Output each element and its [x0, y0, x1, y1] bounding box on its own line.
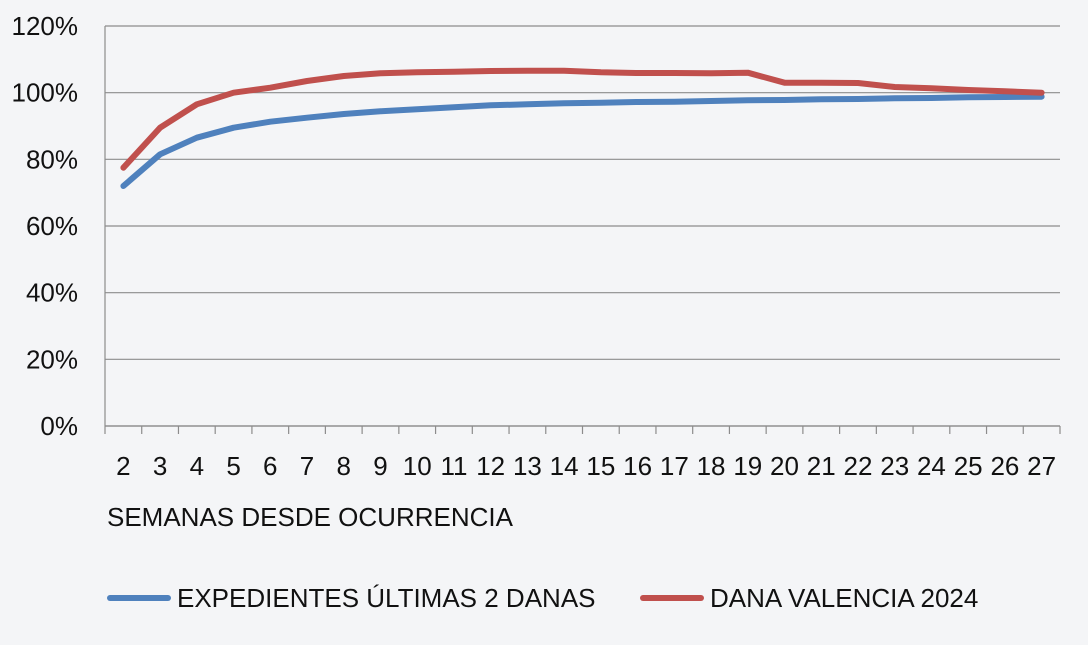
x-tick-label: 11	[440, 451, 467, 481]
legend-label-dana-valencia: DANA VALENCIA 2024	[710, 582, 979, 613]
x-tick-label: 12	[476, 451, 505, 481]
x-tick-label: 26	[990, 451, 1019, 481]
x-tick-label: 10	[403, 451, 432, 481]
y-tick-label: 0%	[40, 411, 78, 441]
x-tick-label: 21	[807, 451, 836, 481]
x-tick-label: 22	[844, 451, 873, 481]
y-tick-label: 100%	[12, 78, 79, 108]
x-tick-label: 18	[697, 451, 726, 481]
legend-item-expedientes: EXPEDIENTES ÚLTIMAS 2 DANAS	[107, 578, 596, 618]
x-tick-label: 4	[190, 451, 204, 481]
legend-swatch-expedientes	[107, 595, 171, 601]
x-tick-label: 24	[917, 451, 946, 481]
x-tick-label: 2	[116, 451, 130, 481]
x-tick-label: 17	[660, 451, 689, 481]
x-tick-label: 27	[1027, 451, 1056, 481]
x-tick-label: 20	[770, 451, 799, 481]
y-tick-label: 40%	[26, 278, 78, 308]
x-tick-label: 14	[550, 451, 579, 481]
x-tick-label: 3	[153, 451, 167, 481]
x-tick-label: 7	[300, 451, 314, 481]
x-tick-label: 16	[623, 451, 652, 481]
series-line-1	[120, 67, 1045, 171]
legend: EXPEDIENTES ÚLTIMAS 2 DANAS DANA VALENCI…	[0, 578, 1088, 618]
y-tick-label: 120%	[12, 11, 79, 41]
y-tick-label: 60%	[26, 211, 78, 241]
y-tick-label: 80%	[26, 144, 78, 174]
x-tick-label: 9	[373, 451, 387, 481]
legend-swatch-dana-valencia	[640, 595, 704, 601]
x-axis-label: SEMANAS DESDE OCURRENCIA	[107, 502, 513, 532]
x-tick-label: 23	[880, 451, 909, 481]
x-tick-label: 8	[337, 451, 351, 481]
series-line-0	[120, 93, 1045, 189]
x-tick-label: 5	[226, 451, 240, 481]
y-tick-label: 20%	[26, 344, 78, 374]
x-tick-label: 19	[733, 451, 762, 481]
x-tick-label: 15	[586, 451, 615, 481]
x-tick-label: 6	[263, 451, 277, 481]
x-tick-label: 25	[954, 451, 983, 481]
legend-item-dana-valencia: DANA VALENCIA 2024	[640, 578, 978, 618]
legend-label-expedientes: EXPEDIENTES ÚLTIMAS 2 DANAS	[177, 582, 596, 613]
x-tick-label: 13	[513, 451, 542, 481]
